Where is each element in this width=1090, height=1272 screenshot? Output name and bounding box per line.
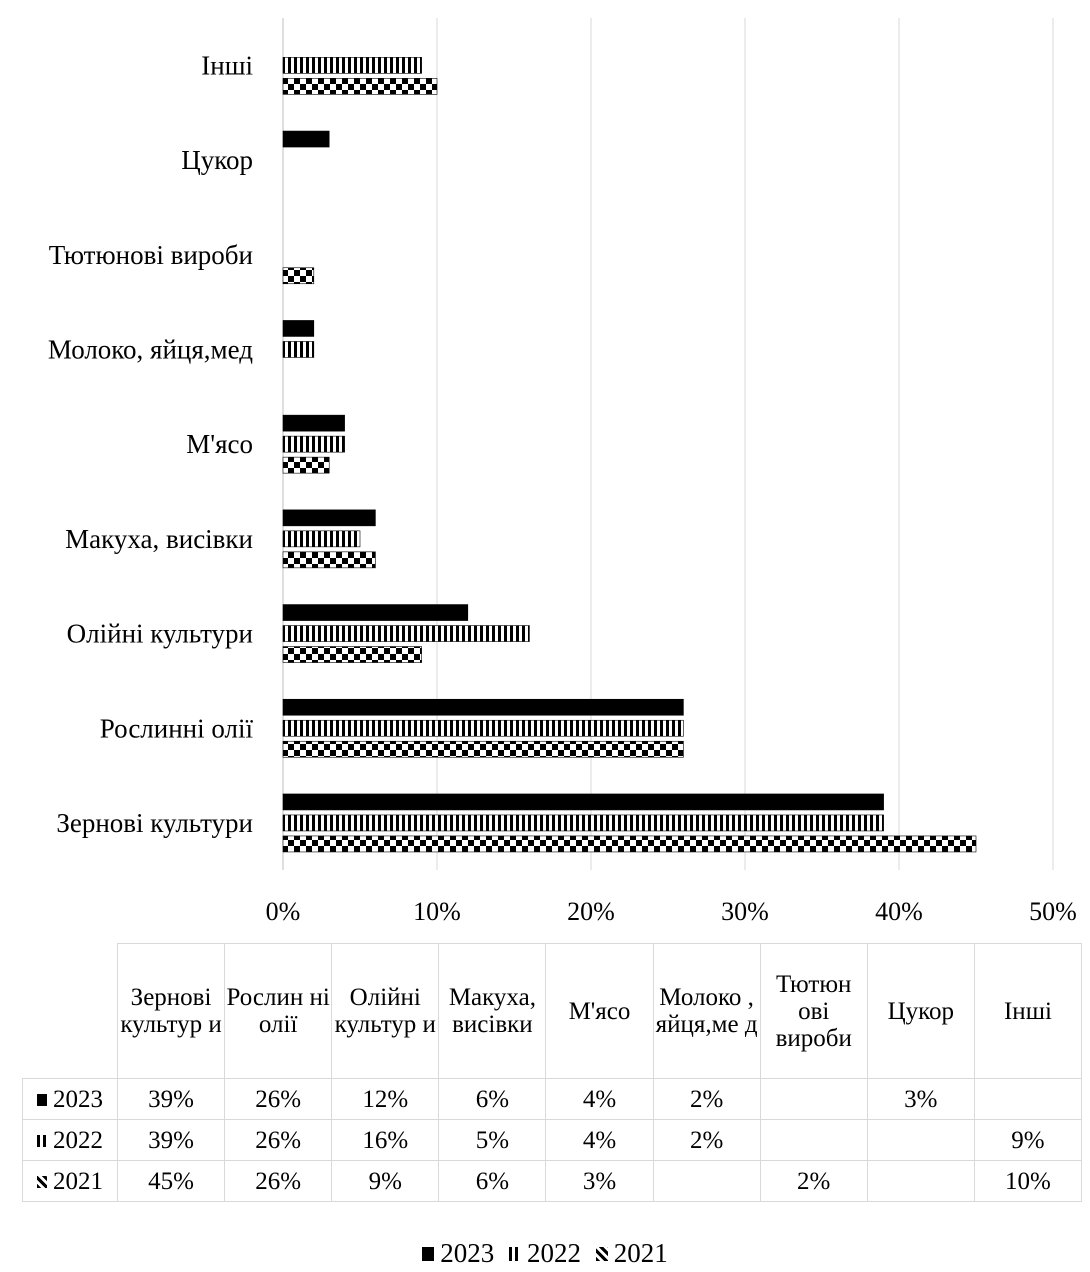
category-label: Цукор — [181, 145, 253, 175]
legend-swatch-2022 — [509, 1247, 521, 1261]
table-cell: 26% — [224, 1119, 333, 1161]
legend-key-2021 — [37, 1175, 47, 1188]
x-tick-label: 30% — [721, 897, 769, 926]
legend-swatch-2021 — [595, 1247, 608, 1261]
legend: 2023 2022 2021 — [0, 1238, 1090, 1269]
bar-2021 — [282, 78, 438, 95]
bar-2023 — [282, 698, 684, 716]
table-cell: 10% — [973, 1160, 1083, 1202]
bar-2023 — [282, 130, 330, 148]
table-cell — [866, 1160, 975, 1202]
table-cell: 3% — [545, 1160, 654, 1202]
bar-2023 — [282, 414, 345, 432]
bar-chart: Зернові культури Рослинні олії Олійні куль… — [48, 18, 1077, 926]
table-row: 2022 39% 26% 16% 5% 4% 2% 9% — [22, 1119, 1083, 1161]
bar-2022 — [282, 341, 315, 358]
row-label: 2023 — [22, 1078, 118, 1120]
category-labels: Зернові культури Рослинні олії Олійні куль… — [48, 50, 254, 838]
table-header: Зернові культур и — [116, 943, 226, 1079]
table-header-row: Зернові культур и Рослин ні олії Олійні … — [22, 943, 1083, 1079]
table-cell: 2% — [652, 1119, 761, 1161]
table-cell — [759, 1119, 868, 1161]
table-header: Цукор — [866, 943, 975, 1079]
bar-2022 — [282, 625, 530, 642]
bar-2021 — [282, 835, 977, 853]
table-cell: 3% — [866, 1078, 975, 1120]
bar-2022 — [282, 530, 361, 548]
category-label: Рослинні олії — [100, 713, 254, 743]
row-label: 2021 — [22, 1160, 118, 1202]
category-label: М'ясо — [186, 429, 253, 459]
category-label: Зернові культури — [56, 808, 253, 838]
table-cell — [866, 1119, 975, 1161]
table-cell: 39% — [116, 1078, 226, 1120]
bar-2021 — [282, 551, 376, 569]
category-label: Макуха, висівки — [65, 524, 253, 554]
category-label: Інші — [201, 50, 253, 80]
table-cell: 16% — [331, 1119, 440, 1161]
bar-2021 — [282, 267, 315, 285]
table-cell: 9% — [973, 1119, 1083, 1161]
table-cell: 6% — [438, 1078, 547, 1120]
x-tick-label: 40% — [875, 897, 923, 926]
category-label: Тютюнові вироби — [49, 240, 253, 270]
bar-2022 — [282, 435, 345, 453]
bar-2021 — [282, 456, 330, 474]
table-cell — [759, 1078, 868, 1120]
x-tick-label: 50% — [1029, 897, 1077, 926]
x-tick-label: 10% — [413, 897, 461, 926]
x-axis-ticks: 0% 10% 20% 30% 40% 50% — [266, 897, 1077, 926]
table-row: 2023 39% 26% 12% 6% 4% 2% 3% — [22, 1078, 1083, 1120]
table-header: Молоко , яйця,ме д — [652, 943, 761, 1079]
table-header: М'ясо — [545, 943, 654, 1079]
table-cell: 2% — [759, 1160, 868, 1202]
table-header: Інші — [973, 943, 1083, 1079]
table-cell — [652, 1160, 761, 1202]
bar-2021 — [282, 740, 684, 758]
bar-2023 — [282, 320, 315, 337]
table-header: Олійні культур и — [331, 943, 440, 1079]
table-cell: 9% — [331, 1160, 440, 1202]
table-header: Тютюн ові вироби — [759, 943, 868, 1079]
bar-2023 — [282, 793, 884, 811]
table-cell: 6% — [438, 1160, 547, 1202]
row-label: 2022 — [22, 1119, 118, 1161]
table-cell: 4% — [545, 1078, 654, 1120]
bar-2023 — [282, 509, 376, 527]
bar-2022 — [282, 57, 422, 74]
legend-key-2022 — [37, 1134, 47, 1147]
table-cell: 2% — [652, 1078, 761, 1120]
table-cell: 45% — [116, 1160, 226, 1202]
table-corner — [22, 943, 118, 1079]
category-label: Молоко, яйця,мед — [48, 334, 253, 364]
bar-2021 — [282, 646, 422, 663]
data-table: Зернові культур и Рослин ні олії Олійні … — [22, 943, 1083, 1202]
table-cell: 4% — [545, 1119, 654, 1161]
table-cell: 39% — [116, 1119, 226, 1161]
x-tick-label: 0% — [266, 897, 301, 926]
legend-key-2023 — [37, 1093, 47, 1106]
table-cell: 5% — [438, 1119, 547, 1161]
bar-2022 — [282, 814, 884, 832]
bars — [282, 57, 977, 853]
bar-2023 — [282, 604, 469, 621]
legend-item-2021: 2021 — [595, 1238, 668, 1269]
category-label: Олійні культури — [67, 619, 253, 649]
table-header: Рослин ні олії — [224, 943, 333, 1079]
table-cell: 12% — [331, 1078, 440, 1120]
table-cell: 26% — [224, 1078, 333, 1120]
table-cell: 26% — [224, 1160, 333, 1202]
table-cell — [973, 1078, 1083, 1120]
bar-2022 — [282, 719, 684, 737]
x-tick-label: 20% — [567, 897, 615, 926]
legend-item-2022: 2022 — [509, 1238, 581, 1269]
table-header: Макуха, висівки — [438, 943, 547, 1079]
legend-swatch-2023 — [422, 1247, 435, 1261]
table-row: 2021 45% 26% 9% 6% 3% 2% 10% — [22, 1160, 1083, 1202]
legend-item-2023: 2023 — [422, 1238, 494, 1269]
